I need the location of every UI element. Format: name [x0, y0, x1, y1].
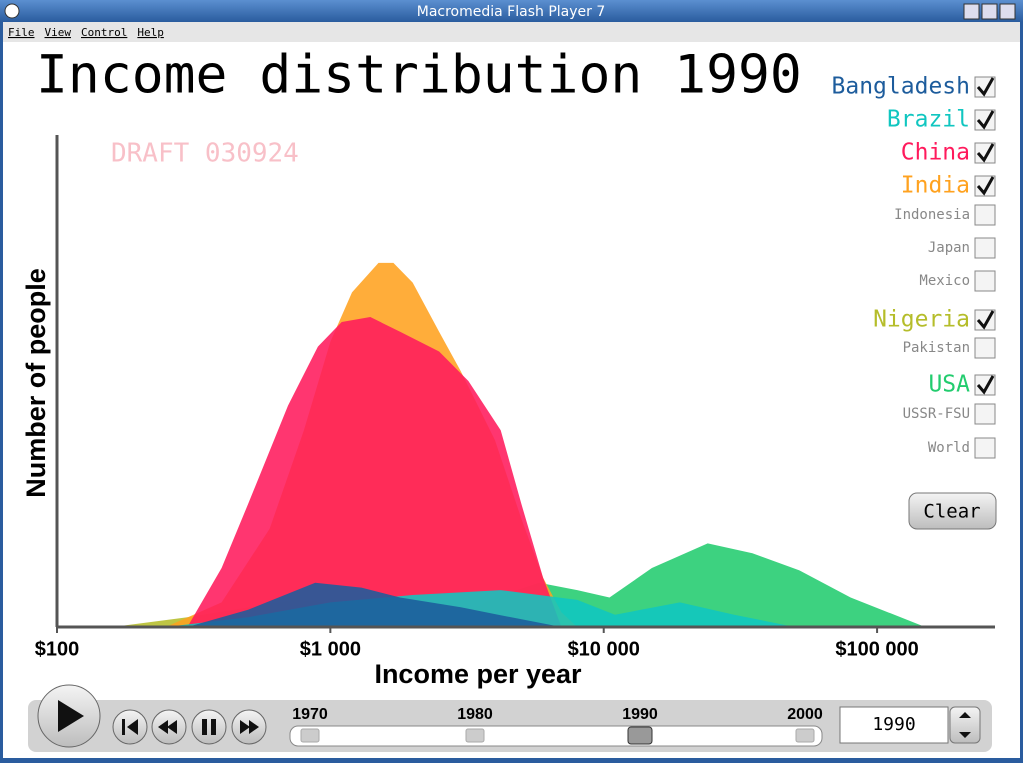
country-label: USSR-FSU: [903, 406, 970, 422]
minimize-button[interactable]: [963, 3, 980, 20]
pause-button[interactable]: [191, 709, 227, 745]
pause-icon: [202, 719, 216, 735]
check-mark: [976, 310, 995, 330]
x-tick-label: $1 000: [300, 638, 361, 660]
country-checkbox[interactable]: [974, 204, 996, 226]
year-box[interactable]: [839, 706, 949, 744]
country-label: Indonesia: [894, 207, 970, 223]
menu-bar: [3, 22, 1020, 42]
timeline-tick: [300, 728, 320, 743]
menu-item[interactable]: Control: [81, 26, 127, 39]
spinner-arrows: [959, 712, 971, 738]
close-button[interactable]: [999, 3, 1016, 20]
timeline-tick: [465, 728, 485, 743]
country-checkbox[interactable]: [974, 337, 996, 359]
chart-title: Income distribution 1990: [36, 45, 802, 106]
country-label: Mexico: [919, 273, 970, 289]
x-axis-label: Income per year: [374, 659, 582, 689]
draft-annotation: DRAFT 030924: [111, 139, 299, 169]
title-bar: [0, 0, 1023, 22]
timeline-tick-label: 2000: [787, 706, 823, 723]
year-spinner[interactable]: [949, 706, 981, 744]
y-axis-label: Number of people: [21, 268, 51, 498]
check-mark: [976, 77, 995, 97]
check-mark: [976, 143, 995, 163]
rewind-icon: [158, 720, 177, 734]
clear-button[interactable]: [908, 492, 997, 530]
check-mark: [976, 110, 995, 130]
clear-button-label: Clear: [923, 501, 980, 523]
check-mark: [976, 176, 995, 196]
x-tick-label: $10 000: [568, 638, 640, 660]
play-icon: [58, 700, 84, 732]
country-label: Pakistan: [903, 340, 970, 356]
check-mark: [976, 375, 995, 395]
window-title: Macromedia Flash Player 7: [417, 4, 606, 20]
year-box-value: 1990: [872, 714, 915, 735]
country-checkbox[interactable]: [974, 403, 996, 425]
maximize-button[interactable]: [981, 3, 998, 20]
country-label: Brazil: [887, 107, 970, 133]
country-checkbox[interactable]: [974, 237, 996, 259]
forward-icon: [240, 720, 259, 734]
country-label: Nigeria: [873, 307, 970, 333]
density-area: [187, 582, 562, 627]
country-label: Japan: [928, 240, 970, 256]
country-label: India: [901, 173, 970, 199]
timeline-tick-label: 1970: [292, 706, 328, 723]
country-label: China: [901, 140, 970, 166]
x-tick-label: $100: [35, 638, 80, 660]
timeline-tick-label: 1980: [457, 706, 493, 723]
menu-item[interactable]: Help: [137, 26, 164, 39]
menu-item[interactable]: File: [8, 26, 35, 39]
country-checkbox[interactable]: [974, 270, 996, 292]
country-label: USA: [928, 372, 970, 398]
menu-item[interactable]: View: [45, 26, 72, 39]
x-tick-label: $100 000: [835, 638, 918, 660]
country-label: World: [928, 440, 970, 456]
year-slider-track[interactable]: [289, 725, 823, 747]
timeline-tick: [795, 728, 815, 743]
density-area: [187, 317, 562, 627]
country-label: Bangladesh: [832, 74, 970, 100]
start-icon: [122, 719, 138, 735]
slider-thumb[interactable]: [627, 726, 653, 745]
country-checkbox[interactable]: [974, 437, 996, 459]
app-icon: [4, 3, 20, 19]
stage: [3, 42, 1020, 758]
timeline-tick-label: 1990: [622, 706, 658, 723]
